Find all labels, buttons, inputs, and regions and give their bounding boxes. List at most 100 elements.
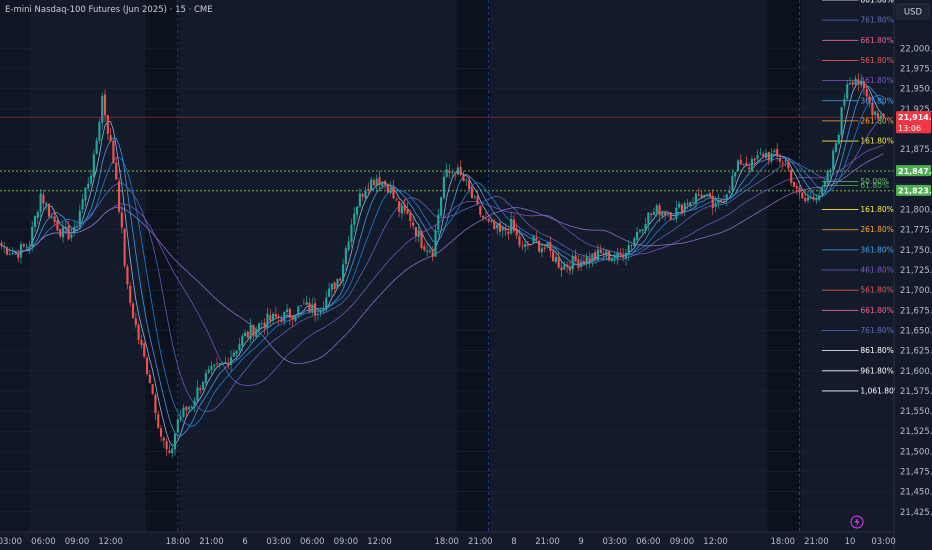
candle-body xyxy=(686,203,689,205)
candle-body xyxy=(129,286,132,303)
candle-body xyxy=(277,316,280,319)
price-tag-label: 21,847.75 xyxy=(898,167,932,176)
candle-body xyxy=(756,154,759,159)
candle-body xyxy=(350,224,353,242)
candle-body xyxy=(3,246,6,248)
candle-body xyxy=(33,216,37,227)
candle-body xyxy=(356,206,359,215)
candle-body xyxy=(448,170,451,173)
candle-body xyxy=(302,303,305,305)
candle-body xyxy=(834,143,838,152)
price-tick-label: 21,575.00 xyxy=(900,387,932,397)
time-tick-label: 09:00 xyxy=(334,537,359,547)
fib-level-label: 161.80% xyxy=(860,205,893,214)
candle-body xyxy=(291,316,294,320)
price-tick-label: 21,950.00 xyxy=(900,85,932,95)
price-tick-label: 21,800.00 xyxy=(900,206,932,216)
candle-body xyxy=(389,187,392,193)
candle-body xyxy=(815,198,818,201)
price-tick-label: 21,525.00 xyxy=(900,427,932,437)
candle-body xyxy=(297,306,300,315)
candle-body xyxy=(243,332,247,336)
price-tag-box xyxy=(896,165,931,177)
candle-body xyxy=(249,325,252,339)
candle-body xyxy=(173,433,177,450)
candle-body xyxy=(395,199,398,201)
fib-level-label: 361.80% xyxy=(860,96,893,105)
candle-body xyxy=(143,343,146,357)
moving-average-line xyxy=(1,94,884,427)
time-tick-label: 06:00 xyxy=(636,537,661,547)
candle-body xyxy=(857,79,860,85)
candle-body xyxy=(532,236,535,244)
candle-body xyxy=(109,135,112,142)
price-tick-label: 21,975.00 xyxy=(900,65,932,75)
candle-body xyxy=(372,180,375,186)
candle-body xyxy=(398,201,401,212)
candle-body xyxy=(619,253,622,255)
candle-body xyxy=(165,441,168,450)
candle-body xyxy=(568,267,571,271)
candle-body xyxy=(764,152,768,158)
candle-body xyxy=(406,209,409,214)
candle-body xyxy=(518,236,521,246)
candle-body xyxy=(868,96,871,103)
price-tick-label: 22,000.00 xyxy=(900,44,932,54)
candle-body xyxy=(84,187,87,201)
candle-body xyxy=(851,82,854,85)
price-tick-label: 21,725.00 xyxy=(900,266,932,276)
fib-level-label: 861.80% xyxy=(860,0,893,5)
time-tick-label: 12:00 xyxy=(98,537,123,547)
time-tick-label: 06:00 xyxy=(300,537,325,547)
candle-body xyxy=(552,251,555,262)
time-tick-label: 18:00 xyxy=(771,537,796,547)
candle-body xyxy=(594,252,597,260)
candle-body xyxy=(717,200,720,204)
candle-body xyxy=(25,246,28,248)
candle-body xyxy=(652,212,656,215)
candle-body xyxy=(185,406,188,411)
candle-body xyxy=(692,202,695,203)
candle-body xyxy=(549,241,552,251)
currency-button[interactable]: USD xyxy=(896,3,930,20)
candle-body xyxy=(140,339,143,345)
candle-body xyxy=(479,205,482,215)
candle-body xyxy=(529,244,532,246)
price-axis-panel[interactable] xyxy=(895,0,932,550)
grid xyxy=(0,48,894,513)
candle-body xyxy=(501,226,504,231)
candle-body xyxy=(283,311,286,322)
candle-body xyxy=(151,384,154,394)
candle-body xyxy=(182,407,185,417)
lightning-icon[interactable] xyxy=(850,515,864,529)
candle-body xyxy=(658,205,661,216)
candle-body xyxy=(697,194,700,196)
candle-body xyxy=(238,344,241,351)
candle-body xyxy=(577,260,580,268)
candle-body xyxy=(64,226,67,229)
candle-body xyxy=(168,450,171,453)
candle-body xyxy=(409,213,412,222)
candle-body xyxy=(672,219,675,220)
candle-body xyxy=(493,221,496,230)
candle-body xyxy=(336,278,339,289)
candle-body xyxy=(759,153,762,154)
candle-body xyxy=(115,162,118,180)
candle-body xyxy=(680,204,684,214)
candle-body xyxy=(22,244,25,247)
candle-body xyxy=(319,310,322,313)
moving-averages xyxy=(1,81,884,447)
candle-body xyxy=(596,249,599,261)
candle-body xyxy=(70,234,73,238)
candle-body xyxy=(871,103,874,116)
price-tick-label: 21,750.00 xyxy=(900,246,932,256)
candle-body xyxy=(745,162,748,166)
candle-body xyxy=(622,254,625,258)
candle-body xyxy=(263,322,266,328)
candle-body xyxy=(613,258,616,260)
candle-body xyxy=(630,245,633,247)
candle-body xyxy=(269,315,272,321)
candle-body xyxy=(451,172,454,174)
